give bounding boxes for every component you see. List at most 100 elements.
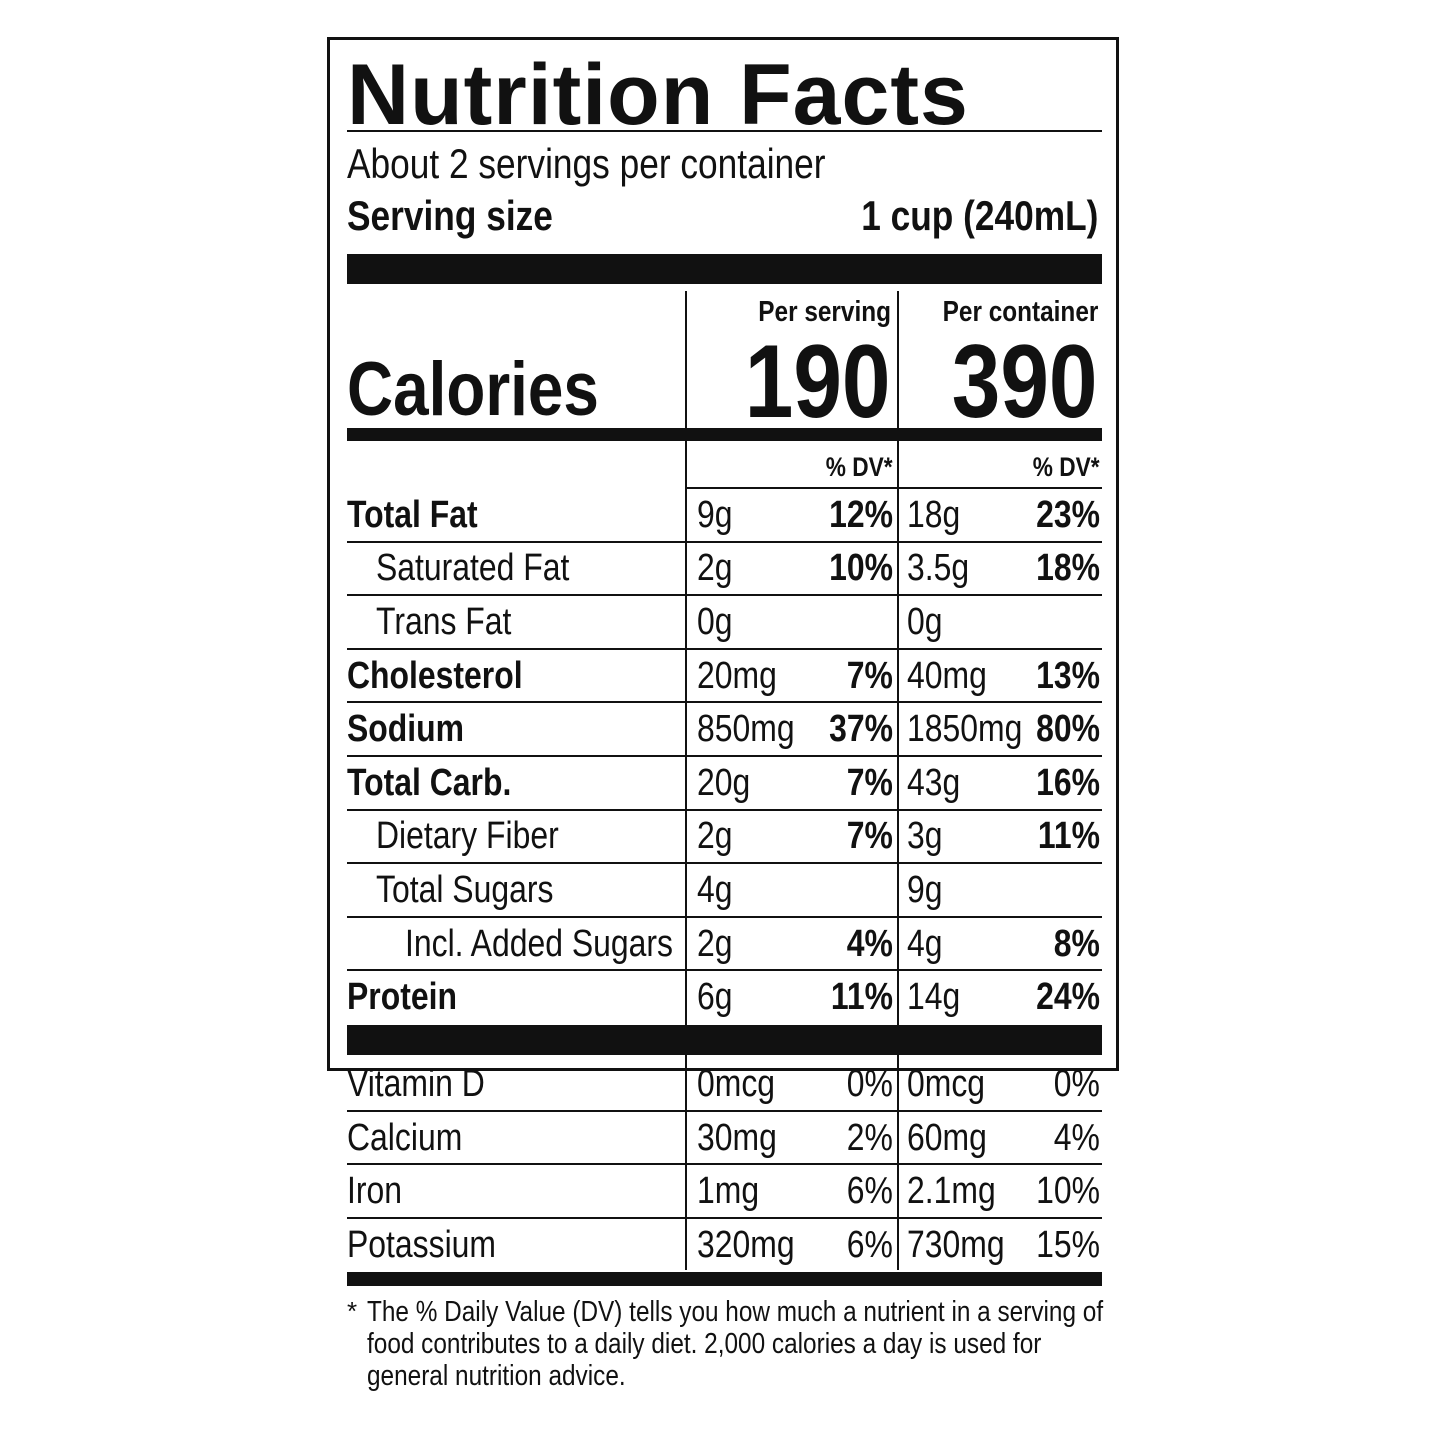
amount: 0mcg [697,1062,776,1105]
amount: 850mg [697,708,795,751]
nutrient-name: Saturated Fat [376,547,570,590]
nutrient-name: Cholesterol [347,654,523,697]
daily-value: 0% [1053,1062,1100,1105]
thick-rule [347,254,1102,284]
nutrient-name: Total Fat [347,493,478,536]
daily-value: 4% [846,922,893,965]
amount: 0g [907,601,943,643]
amount: 2g [697,815,733,858]
daily-value: 4% [1053,1116,1100,1159]
rule [347,915,1102,918]
daily-value: 23% [1036,493,1100,536]
border [327,37,1119,1071]
amount: 9g [907,869,943,911]
daily-value: 37% [829,708,893,751]
daily-value: 8% [1053,922,1100,965]
footnote-mark: * [347,1296,358,1326]
dv-header: % DV* [1033,452,1100,482]
daily-value: 7% [846,761,893,804]
serving-size-label: Serving size [347,192,553,239]
daily-value: 2% [846,1116,893,1159]
nutrient-name: Iron [347,1170,403,1213]
nutrient-name: Total Sugars [376,869,554,911]
daily-value: 15% [1036,1223,1100,1266]
nutrient-name: Potassium [347,1223,497,1266]
amount: 2g [697,547,733,590]
amount: 30mg [697,1116,777,1159]
title: Nutrition Facts [347,47,969,143]
amount: 0mcg [907,1062,986,1105]
nutrient-name: Protein [347,976,457,1019]
footnote-line: general nutrition advice. [367,1360,626,1392]
amount: 3g [907,815,943,858]
thick-rule [347,1025,1102,1055]
amount: 9g [697,493,733,536]
footnote-line: food contributes to a daily diet. 2,000 … [367,1328,1042,1360]
amount: 730mg [907,1223,1005,1266]
amount: 1mg [697,1170,760,1213]
amount: 2.1mg [907,1170,996,1213]
amount: 60mg [907,1116,987,1159]
calories-label: Calories [347,347,599,432]
amount: 3.5g [907,547,970,590]
nutrient-name: Trans Fat [376,601,512,643]
rule [347,862,1102,865]
nutrient-name: Calcium [347,1116,463,1159]
daily-value: 24% [1036,976,1100,1019]
rule [347,969,1102,972]
daily-value: 11% [1037,815,1100,858]
daily-value: 6% [846,1170,893,1213]
amount: 43g [907,761,961,804]
medium-rule [347,428,1102,441]
rule [686,487,1102,489]
rule [347,130,1102,132]
daily-value: 11% [830,976,893,1019]
serving-size-value: 1 cup (240mL) [860,192,1098,239]
calories-per-serving: 190 [745,324,891,440]
amount: 20mg [697,654,777,697]
rule [347,755,1102,757]
rule [347,540,1102,543]
daily-value: 13% [1036,654,1100,697]
amount: 1850mg [907,708,1023,751]
footnote-line: The % Daily Value (DV) tells you how muc… [367,1296,1104,1328]
daily-value: 80% [1036,708,1100,751]
rule [347,594,1102,597]
column-rule [897,291,899,1270]
calories-per-container: 390 [952,324,1098,440]
nutrient-name: Dietary Fiber [376,815,559,858]
daily-value: 18% [1036,547,1100,590]
medium-rule [347,1272,1102,1286]
daily-value: 0% [846,1062,893,1105]
amount: 4g [907,922,943,965]
rule [347,701,1102,704]
daily-value: 10% [829,547,893,590]
amount: 18g [907,493,961,536]
per-container-header: Per container [942,296,1098,328]
dv-header: % DV* [826,452,893,482]
daily-value: 7% [846,654,893,697]
daily-value: 6% [846,1223,893,1266]
daily-value: 10% [1036,1170,1100,1213]
amount: 6g [697,976,733,1019]
amount: 0g [697,601,733,643]
daily-value: 16% [1036,761,1100,804]
amount: 4g [697,869,733,911]
amount: 40mg [907,654,987,697]
daily-value: 12% [829,493,893,536]
nutrient-name: Total Carb. [347,761,512,804]
per-serving-header: Per serving [758,296,891,328]
column-rule [685,291,687,1270]
daily-value: 7% [846,815,893,858]
nutrient-name: Incl. Added Sugars [405,922,673,965]
amount: 14g [907,976,961,1019]
nutrient-name: Sodium [347,708,465,751]
amount: 320mg [697,1223,795,1266]
servings: About 2 servings per container [347,140,826,187]
rule [347,808,1102,811]
amount: 20g [697,761,751,804]
rule [347,1163,1102,1166]
nutrient-name: Vitamin D [347,1062,485,1105]
rule [347,1217,1102,1220]
